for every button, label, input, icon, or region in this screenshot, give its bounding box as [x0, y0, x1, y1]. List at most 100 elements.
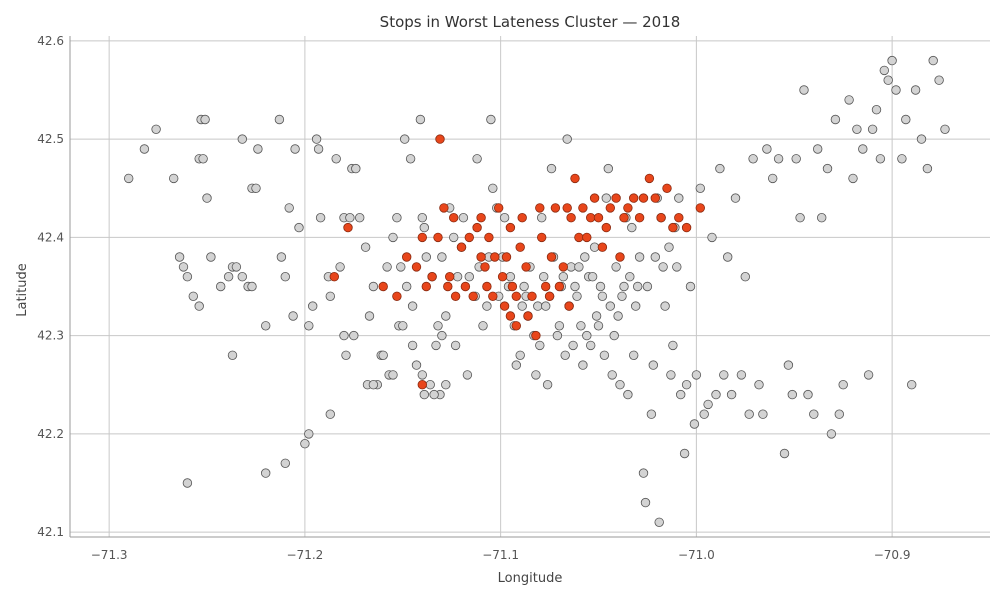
scatter-point [638, 468, 649, 478]
scatter-point [511, 291, 522, 302]
scatter-point [341, 350, 351, 361]
scatter-point [349, 330, 359, 341]
scatter-point [813, 144, 823, 154]
scatter-point [879, 65, 890, 76]
scatter-point [644, 173, 655, 184]
scatter-point [858, 144, 868, 154]
scatter-point [595, 281, 606, 292]
scatter-point [541, 281, 551, 292]
scatter-point [601, 222, 612, 233]
scatter-point [587, 272, 598, 282]
scatter-point [407, 301, 418, 311]
scatter-point [392, 291, 402, 302]
scatter-point [501, 252, 512, 262]
scatter-point [521, 262, 531, 272]
scatter-point [586, 340, 596, 351]
scatter-point [505, 311, 516, 321]
scatter-point [339, 330, 349, 341]
scatter-point [560, 350, 570, 361]
scatter-point [274, 114, 285, 125]
scatter-point [623, 203, 633, 213]
scatter-point [605, 301, 616, 311]
scatter-point [891, 85, 901, 95]
scatter-point [660, 301, 670, 311]
scatter-point [200, 114, 210, 125]
scatter-point [633, 281, 643, 292]
scatter-point [223, 272, 234, 282]
scatter-point [460, 281, 471, 292]
scatter-point [566, 212, 576, 223]
scatter-point [441, 311, 451, 321]
scatter-point [922, 163, 933, 174]
scatter-point [449, 232, 459, 243]
scatter-point [364, 311, 375, 321]
scatter-point [488, 183, 498, 194]
scatter-point [834, 409, 845, 419]
scatter-point [562, 203, 572, 213]
scatter-point [405, 154, 416, 164]
scatter-point [511, 360, 522, 370]
scatter-point [593, 321, 604, 331]
scatter-point [437, 330, 447, 341]
scatter-point [378, 281, 388, 292]
scatter-point [599, 350, 610, 361]
scatter-point [261, 321, 271, 331]
axes [69, 36, 990, 538]
scatter-point [623, 389, 633, 400]
scatter-point [603, 163, 614, 174]
scatter-point [852, 124, 862, 135]
scatter-point [402, 281, 412, 292]
scatter-point [711, 389, 721, 400]
scatter-point [429, 389, 439, 400]
scatter-point [558, 262, 569, 272]
y-tick-label: 42.2 [37, 427, 64, 441]
scatter-point [515, 350, 525, 361]
scatter-point [539, 272, 549, 282]
scatter-point [883, 75, 893, 85]
scatter-point [215, 281, 226, 292]
scatter-point [480, 262, 490, 272]
scatter-point [611, 262, 621, 272]
scatter-point [402, 252, 412, 262]
scatter-point [392, 212, 402, 223]
scatter-point [355, 212, 365, 223]
scatter-point [654, 517, 664, 528]
scatter-point [415, 114, 426, 125]
scatter-point [517, 212, 527, 223]
scatter-point [537, 212, 547, 223]
scatter-point [803, 389, 813, 400]
scatter-point [658, 262, 668, 272]
scatter-point [619, 281, 629, 292]
scatter-point [844, 95, 854, 105]
scatter-point [650, 193, 661, 203]
scatter-point [507, 281, 518, 292]
scatter-point [541, 301, 551, 311]
scatter-point [351, 163, 361, 174]
scatter-point [838, 380, 848, 390]
scatter-point [476, 212, 486, 223]
scatter-point [611, 193, 621, 203]
series-cluster-stops [329, 134, 706, 390]
scatter-point [476, 252, 486, 262]
scatter-point [580, 252, 590, 262]
scatter-point [609, 330, 619, 341]
scatter-point [582, 232, 592, 243]
scatter-point [597, 242, 608, 252]
scatter-point [315, 212, 326, 223]
scatter-point [744, 409, 754, 419]
scatter-point [368, 281, 379, 292]
scatter-point [726, 389, 737, 400]
scatter-point [464, 232, 475, 243]
scatter-point [231, 262, 242, 272]
scatter-point [572, 291, 582, 302]
scatter-point [887, 55, 897, 66]
scatter-point [261, 468, 271, 478]
scatter-point [290, 144, 300, 154]
scatter-point [758, 409, 768, 419]
scatter-point [558, 272, 569, 282]
scatter-point [345, 212, 355, 223]
scatter-point [629, 350, 639, 361]
y-tick-label: 42.6 [37, 34, 64, 48]
scatter-point [331, 154, 341, 164]
scatter-point [681, 380, 692, 390]
